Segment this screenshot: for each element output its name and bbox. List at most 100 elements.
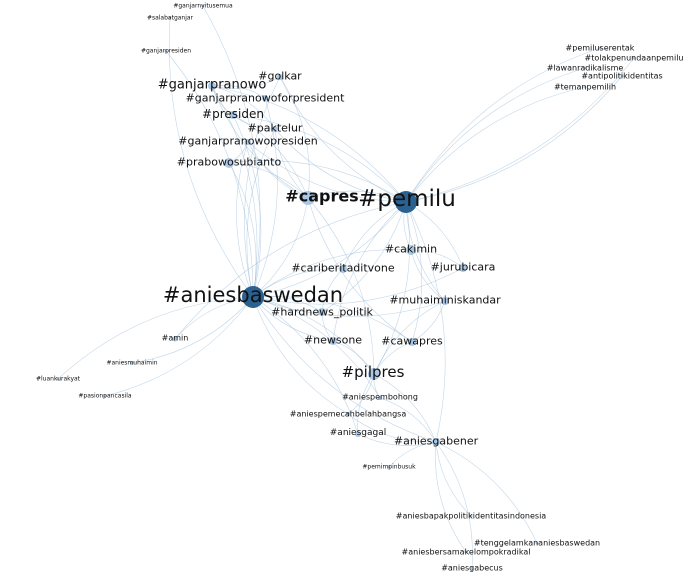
node-antipolitikidentitas[interactable]	[620, 74, 624, 78]
node-aniespemecahbelahbangsa[interactable]	[346, 412, 350, 416]
edge-aniesgabener-aniesbapakpolitikidentitasindonesia	[435, 441, 472, 517]
node-cariberitaditvone[interactable]	[339, 265, 347, 273]
edge-aniesbaswedan-ganjarpranowopresiden	[236, 141, 254, 298]
node-paktelur[interactable]	[272, 126, 278, 132]
node-ganjarnyitusemua[interactable]	[201, 4, 205, 8]
node-presiden[interactable]	[229, 111, 237, 119]
node-aniesgagal[interactable]	[355, 431, 361, 437]
edge-cariberitaditvone-hardnews_politik	[321, 268, 344, 313]
label-ganjarnyitusemua: #ganjarnyitusemua	[173, 3, 233, 10]
label-ganjarpranowopresiden: #ganjarpranowopresiden	[178, 135, 317, 148]
label-presiden: #presiden	[202, 107, 264, 121]
label-amin: #amin	[162, 334, 189, 343]
edge-aniesbaswedan-paktelur	[246, 128, 276, 298]
label-ganjarpresiden: #ganjarpresiden	[141, 48, 191, 55]
node-amin[interactable]	[172, 336, 178, 342]
node-tolakpenundaanpemilu[interactable]	[632, 56, 636, 60]
edge-pemilu-paktelur	[274, 128, 407, 203]
edge-aniesbaswedan-aniesgabener	[252, 296, 437, 443]
labels-layer: #pemilu #aniesbaswedan #capres #pilpres #gan…	[36, 3, 684, 573]
node-prabowosubianto[interactable]	[224, 158, 234, 168]
node-cakimin[interactable]	[406, 245, 416, 255]
edge-pemilu-hardnews_politik	[321, 201, 407, 313]
edge-capres-ganjarpranowo	[211, 85, 309, 199]
edge-aniesbaswedan-muhaiminiskandar	[252, 296, 446, 317]
node-aniesbapakpolitikidentitasindonesia[interactable]	[469, 514, 473, 518]
edge-pemilu-prabowosubianto	[228, 160, 407, 203]
edge-aniesbaswedan-pasionpancasila	[104, 296, 254, 397]
node-newsone[interactable]	[329, 337, 337, 345]
node-aniesbaswedan[interactable]	[242, 286, 264, 308]
node-temanpemilih[interactable]	[583, 85, 587, 89]
node-pemilu[interactable]	[395, 191, 417, 213]
edge-capres-pilpres	[307, 197, 375, 375]
node-pilpres[interactable]	[368, 368, 380, 380]
label-aniesmuhaimin: #aniesmuhaimin	[106, 360, 157, 367]
label-newsone: #newsone	[304, 334, 362, 347]
node-pemimpinbusuk[interactable]	[387, 465, 391, 469]
label-tenggelamkananiesbaswedan: #tenggelamkananiesbaswedan	[474, 539, 600, 548]
label-aniesbaswedan: #aniesbaswedan	[163, 283, 343, 307]
node-hardnews_politik[interactable]	[318, 308, 326, 316]
node-golkar[interactable]	[277, 74, 283, 80]
node-ganjarpresiden[interactable]	[164, 49, 168, 53]
label-pilpres: #pilpres	[342, 363, 405, 381]
edge-pemilu-presiden	[232, 114, 407, 203]
edge-aniesgabener-aniespembohong	[379, 397, 437, 443]
edge-capres-paktelur	[274, 128, 309, 199]
label-pemilu: #pemilu	[358, 186, 456, 212]
nodes-layer	[56, 4, 636, 570]
node-tenggelamkananiesbaswedan[interactable]	[535, 541, 539, 545]
node-jurubicara[interactable]	[459, 264, 467, 272]
node-luankurakyat[interactable]	[56, 377, 60, 381]
node-aniesgabecus[interactable]	[470, 566, 474, 570]
node-ganjarpranowoforpresident[interactable]	[262, 95, 268, 101]
edge-pemilu-ganjarpranowopresiden	[247, 141, 407, 203]
edge-ganjarpranowo-ganjarpranowoforpresident	[211, 85, 266, 99]
edge-aniesbaswedan-aniespemecahbelahbangsa	[252, 296, 349, 415]
node-aniesmuhaimin[interactable]	[130, 361, 134, 365]
node-lawanradikalisme[interactable]	[583, 66, 587, 70]
label-golkar: #golkar	[258, 70, 302, 83]
node-ganjarpranowo[interactable]	[208, 82, 216, 90]
label-ganjarpranowo: #ganjarpranowo	[158, 78, 267, 93]
edge-aniesgabener-aniesbersamakelompokradikal	[435, 441, 467, 553]
node-pasionpancasila[interactable]	[103, 394, 107, 398]
label-luankurakyat: #luankurakyat	[36, 376, 81, 383]
node-pemiluserentak[interactable]	[598, 46, 602, 50]
label-ganjarpranowoforpresident: #ganjarpranowoforpresident	[186, 92, 346, 105]
label-aniespemecahbelahbangsa: #aniespemecahbelahbangsa	[290, 410, 407, 419]
edge-aniesbaswedan-salabatganjar	[169, 17, 254, 298]
edge-aniesgabener-aniesgagal	[357, 433, 437, 446]
node-aniesgabener[interactable]	[432, 438, 440, 446]
label-cakimin: #cakimin	[385, 243, 437, 256]
label-tolakpenundaanpemilu: #tolakpenundaanpemilu	[585, 54, 684, 63]
edge-aniesbaswedan-aniesmuhaimin	[131, 296, 254, 364]
edge-aniesbaswedan-aniesgagal	[252, 296, 359, 435]
edge-pilpres-muhaiminiskandar	[373, 300, 446, 375]
label-pemiluserentak: #pemiluserentak	[566, 44, 635, 53]
edge-capres-ganjarpranowopresiden	[247, 141, 309, 199]
node-cawapres[interactable]	[408, 338, 416, 346]
label-aniesbersamakelompokradikal: #aniesbersamakelompokradikal	[402, 548, 531, 557]
edge-capres-prabowosubianto	[228, 162, 309, 199]
node-aniespembohong[interactable]	[378, 396, 382, 400]
node-salabatganjar[interactable]	[168, 16, 172, 20]
edge-pilpres-aniesgabener	[373, 373, 437, 443]
edge-aniesbaswedan-ganjarpranowoforpresident	[252, 97, 278, 298]
edge-pemilu-aniesgabener	[405, 201, 446, 443]
edge-pemilu-aniesbaswedan	[252, 201, 407, 298]
edge-aniesgabener-tenggelamkananiesbaswedan	[435, 441, 538, 544]
label-cariberitaditvone: #cariberitaditvone	[291, 262, 395, 275]
label-aniesgabener: #aniesgabener	[394, 435, 479, 448]
edge-pemilu-muhaiminiskandar	[405, 201, 446, 302]
node-muhaiminiskandar[interactable]	[441, 297, 449, 305]
edge-aniesbaswedan-capres	[252, 197, 309, 298]
edge-cakimin-muhaiminiskandar	[410, 249, 446, 302]
node-aniesbersamakelompokradikal[interactable]	[464, 550, 468, 554]
edge-aniesbaswedan-luankurakyat	[57, 296, 254, 380]
label-capres: #capres	[285, 187, 358, 206]
node-capres[interactable]	[301, 191, 315, 205]
node-ganjarpranowopresiden[interactable]	[245, 139, 251, 145]
